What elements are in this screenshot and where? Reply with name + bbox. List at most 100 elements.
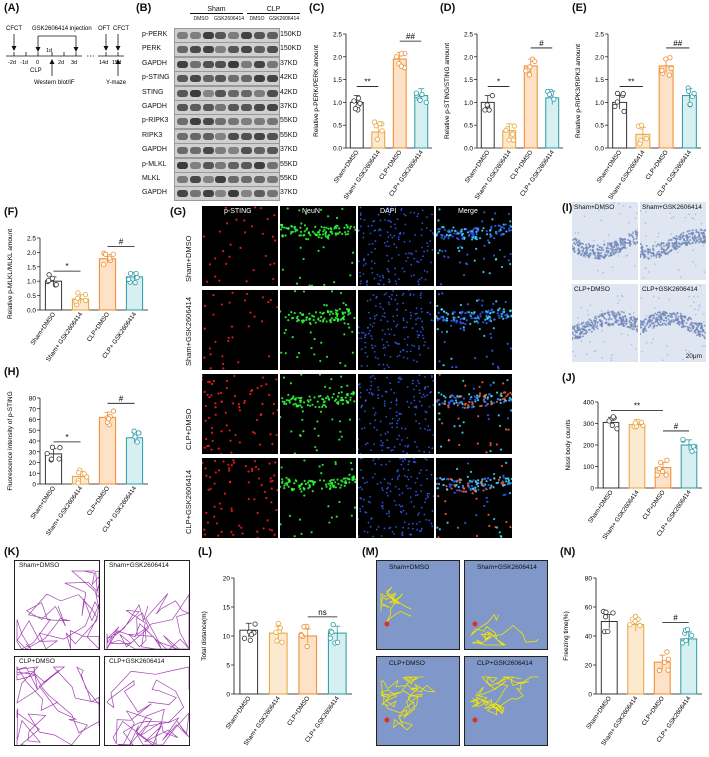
wb-band [177, 89, 188, 97]
data-point [638, 419, 644, 425]
panel-label-g: (G) [170, 206, 186, 218]
data-point [656, 466, 662, 472]
data-point [56, 456, 62, 462]
if-row-label: Sham+DMSO [184, 235, 193, 282]
ymaze-track-image: Sham+GSK2606414 [464, 560, 548, 650]
wb-band [215, 176, 227, 183]
wb-band [202, 147, 214, 155]
panel-label-i: (I) [562, 202, 573, 214]
if-image [436, 374, 512, 454]
bar-chart-f: 0.0 0.5 1.0 1.5 2.0 2.5 Relative p-MLKL/MLKL a… [7, 229, 148, 363]
data-point [57, 445, 63, 451]
data-point [605, 628, 611, 635]
data-point [685, 88, 692, 94]
data-point [510, 137, 517, 143]
y-tick-label: 2.5 [27, 236, 36, 243]
timeline-injection: GSK2606414 injection [32, 26, 92, 32]
y-tick-label: 0.5 [464, 123, 473, 130]
wb-band [177, 118, 188, 126]
wb-band [215, 89, 227, 97]
wb-band [228, 161, 240, 169]
data-point [329, 629, 335, 635]
wb-band [253, 46, 265, 54]
data-point [627, 621, 633, 628]
data-point [241, 635, 248, 641]
wb-band [202, 118, 214, 126]
data-point [110, 251, 116, 257]
y-tick-label: 400 [583, 400, 594, 407]
wb-protein-label: p-STING [142, 74, 170, 82]
bar-chart-d: 0.0 0.5 1.0 1.5 2.0 2.5 Relative p-STING/STING… [444, 32, 563, 201]
y-tick-label: 1.5 [27, 264, 36, 271]
data-point [637, 623, 643, 629]
y-tick-label: 0.0 [595, 146, 604, 153]
y-tick-label: 2.0 [595, 54, 604, 61]
y-tick-label: 1.0 [464, 100, 473, 107]
wb-band [266, 32, 278, 39]
data-point [609, 422, 615, 428]
wb-band [189, 60, 201, 68]
if-channel-label: NeuN [302, 208, 320, 215]
if-image [202, 458, 278, 538]
wb-band [202, 190, 214, 198]
y-tick-label: 20 [223, 576, 231, 583]
if-image [358, 290, 434, 370]
wb-band-strip [174, 42, 280, 58]
nissl-label: CLP+DMSO [574, 286, 610, 293]
data-point [632, 420, 638, 426]
x-tick-label: CLP+DMSO [86, 311, 111, 343]
bar [98, 416, 117, 485]
wb-kd-label: 42KD [280, 74, 298, 82]
data-point [394, 54, 400, 60]
significance-label: # [119, 238, 124, 247]
day-1: 1d [46, 48, 52, 54]
wb-band [228, 60, 240, 68]
y-tick-label: 0.0 [333, 146, 342, 153]
wb-band [241, 89, 252, 97]
data-point [398, 51, 404, 57]
wb-band [241, 32, 252, 39]
wb-band [253, 176, 265, 183]
panel-label-a: (A) [4, 2, 20, 14]
wb-band-strip [174, 114, 280, 130]
wb-band [241, 132, 252, 140]
x-tick-label: CLP+DMSO [644, 149, 669, 181]
data-point [527, 64, 533, 70]
wb-band [266, 118, 278, 126]
significance-label: ** [634, 401, 640, 410]
wb-band [253, 32, 265, 39]
y-tick-label: 200 [583, 443, 594, 450]
oft-label: CLP+GSK2606414 [109, 658, 165, 665]
data-point [126, 276, 132, 282]
data-point [506, 137, 512, 143]
wb-band-strip [174, 28, 280, 43]
y-axis-label: Relative p-STING/STING amount [444, 43, 451, 139]
bar [392, 58, 407, 149]
wb-band [253, 132, 265, 140]
y-tick-label: 1.0 [27, 279, 36, 286]
wb-band [189, 75, 201, 83]
significance-label: # [539, 39, 544, 48]
significance-label: ## [673, 39, 682, 48]
wb-band [253, 147, 265, 155]
y-tick-label: 0 [588, 692, 592, 699]
wb-protein-label: GAPDH [142, 189, 167, 197]
data-point [654, 472, 660, 478]
data-point [484, 102, 490, 108]
wb-protein-label: RIPK3 [142, 131, 163, 139]
wb-band-strip [174, 186, 280, 202]
data-point [44, 450, 50, 457]
wb-band-strip [174, 56, 280, 72]
y-tick-label: 1.5 [595, 77, 604, 84]
wb-band-strip [174, 143, 280, 159]
wb-band [266, 132, 278, 140]
y-tick-label: 70 [29, 406, 37, 413]
wb-band [177, 176, 188, 183]
wb-band [202, 104, 214, 111]
wb-band [177, 46, 188, 54]
y-tick-label: 40 [29, 439, 37, 446]
wb-band [215, 118, 227, 126]
bar [125, 437, 144, 485]
y-axis-label: Relative p-PERK/PERK amount [313, 45, 320, 137]
wb-kd-label: 37KD [280, 189, 298, 197]
